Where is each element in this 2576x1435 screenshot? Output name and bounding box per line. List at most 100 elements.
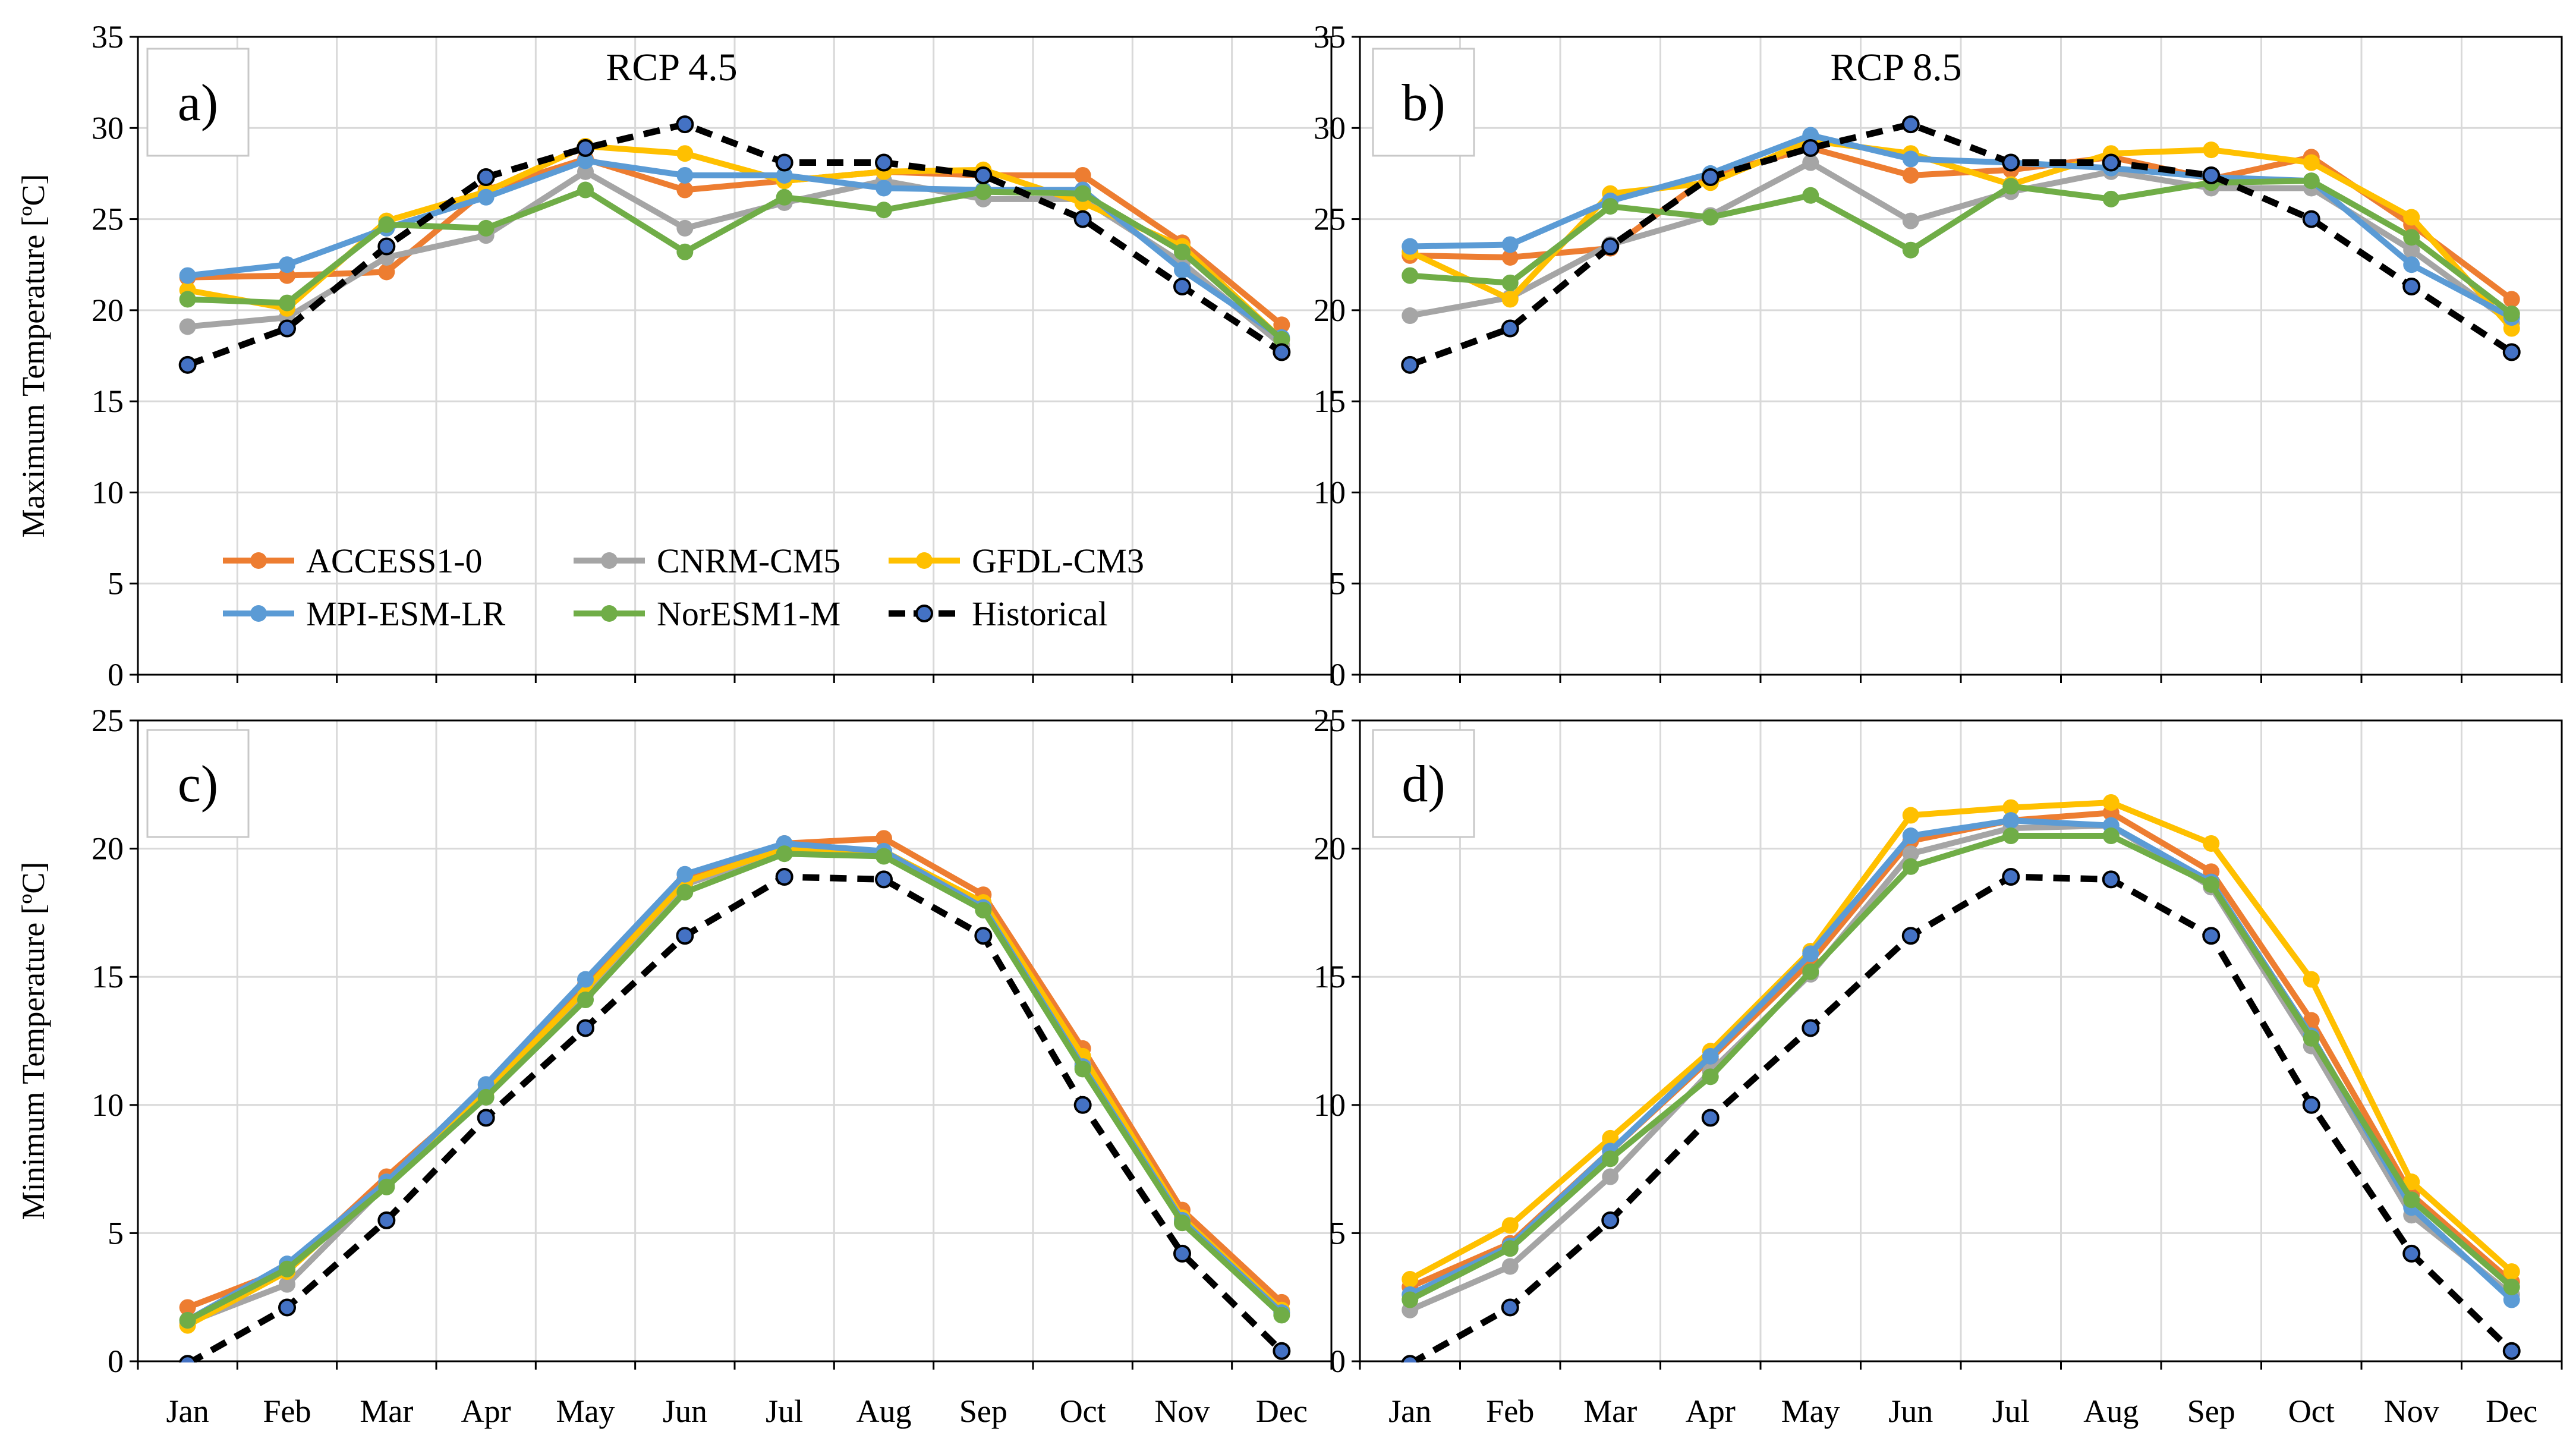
x-tick-label-nov: Nov (1155, 1393, 1210, 1429)
point-historical (2402, 1244, 2421, 1263)
point-mpi-esm-lr (676, 166, 694, 184)
x-tick-label-jan: Jan (166, 1393, 209, 1429)
point-noresm1-m (975, 902, 992, 919)
x-tick-label-may: May (1781, 1393, 1840, 1429)
series-line-gfdl-cm3 (1408, 799, 2514, 1282)
point-cnrm-cm5 (1501, 1258, 1519, 1275)
point-cnrm-cm5 (676, 219, 694, 237)
point-historical (278, 1298, 296, 1317)
x-tick-label-sep: Sep (2187, 1393, 2235, 1429)
point-gfdl-cm3 (2102, 794, 2120, 811)
y-tick-label: 0 (1330, 1343, 1346, 1379)
point-cnrm-cm5 (1902, 212, 1919, 229)
x-tick-label-jul: Jul (766, 1393, 803, 1429)
x-tick-label-oct: Oct (2288, 1393, 2335, 1429)
x-tick-label-may: May (556, 1393, 615, 1429)
point-historical (1073, 1096, 1092, 1114)
x-tick-label-apr: Apr (461, 1393, 511, 1429)
x-tick-label-feb: Feb (263, 1393, 311, 1429)
x-tick-label-may: May (556, 1393, 615, 1429)
point-noresm1-m (876, 202, 892, 219)
legend-swatch-marker (250, 605, 267, 622)
point-mpi-esm-lr (1501, 236, 1519, 253)
point-historical (577, 139, 594, 158)
point-mpi-esm-lr (1902, 827, 1919, 845)
point-gfdl-cm3 (2303, 154, 2320, 171)
point-noresm1-m (577, 181, 594, 199)
series-line-mpi-esm-lr (1410, 132, 2514, 320)
point-historical (477, 168, 495, 187)
panel-label-box (146, 48, 250, 157)
y-tick-label: 0 (1330, 657, 1346, 693)
point-mpi-esm-lr (477, 188, 495, 206)
point-cnrm-cm5 (1402, 307, 1419, 325)
point-access1-0 (179, 1299, 196, 1316)
point-mpi-esm-lr (477, 1076, 495, 1093)
y-tick-label: 25 (92, 202, 124, 237)
point-noresm1-m (676, 243, 694, 260)
point-noresm1-m (975, 183, 992, 200)
legend-item-mpi-esm-lr: MPI-ESM-LR (223, 594, 505, 633)
x-tick-label-jun: Jun (1888, 1393, 1933, 1429)
x-tick-label-feb: Feb (263, 1393, 311, 1429)
series-line-historical (185, 873, 1284, 1362)
point-noresm1-m (676, 883, 694, 901)
point-noresm1-m (2102, 827, 2120, 845)
point-access1-0 (1902, 166, 1919, 184)
legend-label: GFDL-CM3 (972, 542, 1144, 580)
point-noresm1-m (2303, 172, 2320, 190)
x-tick-label-sep: Sep (959, 1393, 1007, 1429)
legend-swatch-marker (601, 605, 618, 622)
point-cnrm-cm5 (279, 1276, 295, 1293)
point-mpi-esm-lr (2403, 256, 2420, 273)
point-historical (1802, 1019, 1820, 1037)
point-historical (178, 1355, 197, 1362)
point-historical (1601, 1211, 1620, 1229)
y-tick-label: 20 (92, 292, 124, 328)
point-historical (974, 166, 993, 184)
point-gfdl-cm3 (2403, 1173, 2420, 1191)
y-tick-label: 10 (1314, 474, 1346, 510)
x-tick-label-aug: Aug (856, 1393, 912, 1429)
point-gfdl-cm3 (2002, 799, 2020, 816)
point-noresm1-m (2503, 305, 2520, 322)
point-noresm1-m (279, 1260, 295, 1277)
series-line-noresm1-m (187, 187, 1284, 342)
point-historical (377, 237, 396, 256)
x-tick-label-jul: Jul (1992, 1393, 2030, 1429)
x-tick-label-aug: Aug (2083, 1393, 2139, 1429)
point-cnrm-cm5 (1802, 154, 1819, 171)
y-tick-label: 15 (1314, 959, 1346, 995)
point-noresm1-m (179, 291, 196, 308)
gridlines (1360, 36, 2562, 675)
point-noresm1-m (1702, 209, 1719, 226)
legend-label: NorESM1-M (657, 594, 840, 633)
point-cnrm-cm5 (1902, 845, 1919, 863)
point-mpi-esm-lr (2503, 1291, 2520, 1308)
point-historical (1073, 210, 1092, 228)
point-noresm1-m (1602, 198, 1619, 215)
panel-b-max-temp-rcp85: 0 5 10 15 20 25 30 35 Jan Feb Mar Apr May Jun Jul Aug Se… (1314, 19, 2563, 1429)
point-noresm1-m (477, 219, 495, 237)
series-line-noresm1-m (186, 851, 1284, 1323)
x-tick-label-dec: Dec (2486, 1393, 2537, 1429)
series-line-noresm1-m (1409, 178, 2514, 316)
point-historical (2202, 166, 2221, 184)
point-historical (2102, 870, 2120, 889)
point-mpi-esm-lr (1702, 1047, 1719, 1065)
point-gfdl-cm3 (1402, 1271, 1419, 1288)
point-access1-0 (676, 181, 694, 199)
point-historical (1901, 927, 1920, 945)
legend-label: Historical (972, 594, 1108, 633)
x-tick-label-apr: Apr (1686, 1393, 1736, 1429)
point-historical (377, 1211, 396, 1229)
x-tick-label-may: May (1781, 1393, 1840, 1429)
point-mpi-esm-lr (1402, 238, 1419, 255)
point-noresm1-m (1273, 331, 1290, 348)
point-noresm1-m (477, 1088, 495, 1106)
point-noresm1-m (1802, 187, 1819, 204)
legend-swatch-marker (601, 552, 618, 569)
x-tick-label-aug: Aug (856, 1393, 912, 1429)
point-historical (1173, 1244, 1191, 1263)
